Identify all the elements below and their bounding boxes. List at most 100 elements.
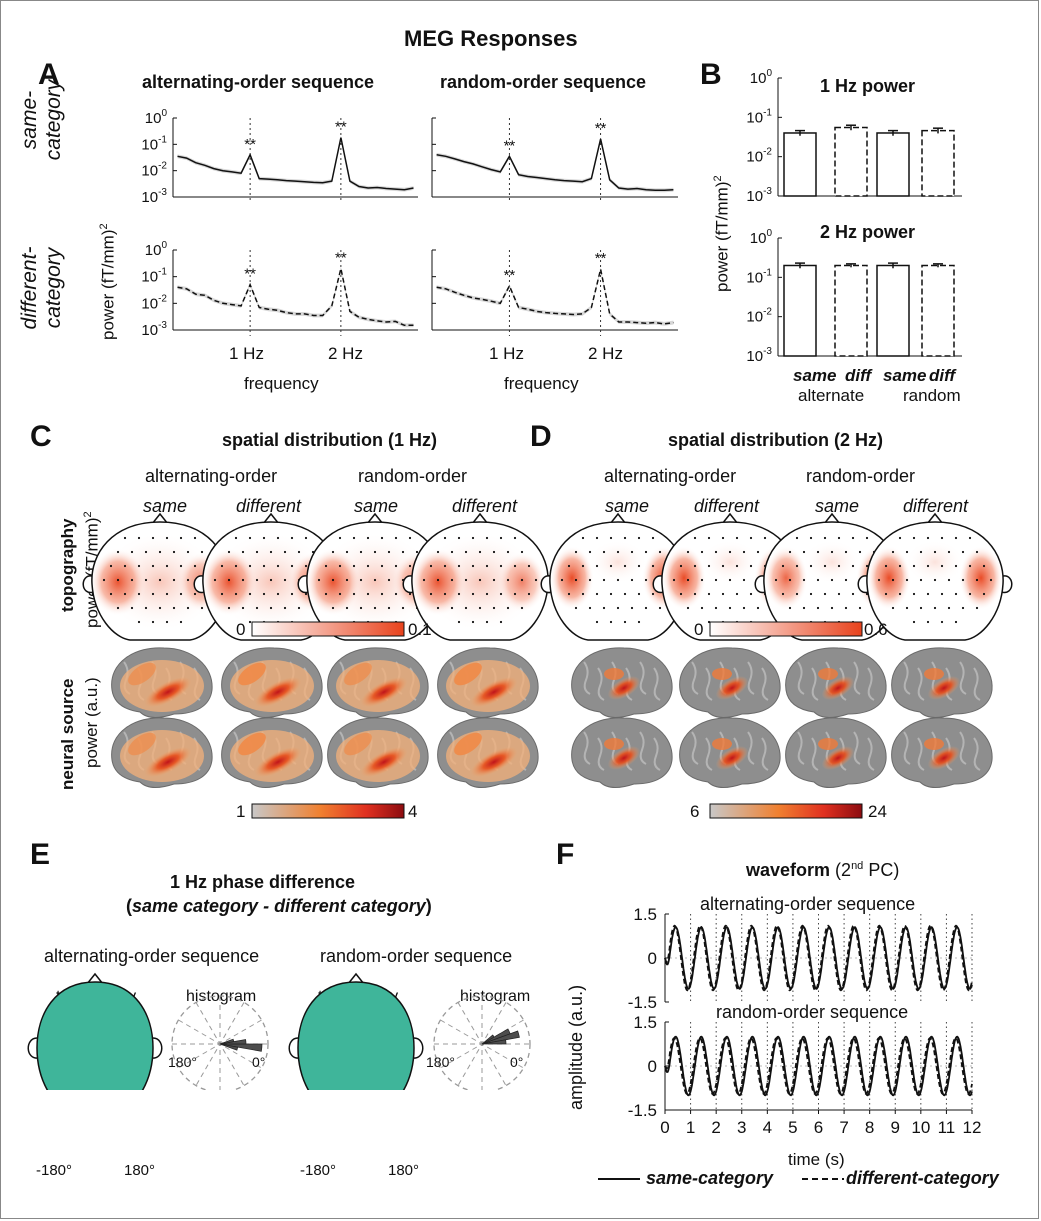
sensor-dot — [276, 564, 280, 568]
brain-gyrus — [867, 737, 875, 771]
topo-blob — [588, 540, 648, 584]
sensor-dot — [345, 606, 349, 610]
y-tick-label: -1.5 — [628, 993, 657, 1012]
panel-a-col-title-2: random-order sequence — [440, 72, 647, 92]
spectrum-line — [177, 137, 414, 191]
sensor-dot — [248, 620, 252, 624]
xtick-1hz: 1 Hz — [229, 344, 264, 363]
activation-peak — [607, 676, 641, 700]
sensor-dot — [560, 578, 564, 582]
cond-label: same — [605, 496, 650, 516]
sensor-dot — [749, 564, 753, 568]
sensor-dot — [567, 564, 571, 568]
sensor-dot — [123, 536, 127, 540]
sensor-dot — [144, 606, 148, 610]
topo-hotspot — [498, 552, 546, 612]
activation-area — [344, 732, 372, 756]
sensor-dot — [961, 550, 965, 554]
sensor-dot — [982, 592, 986, 596]
sensor-dot — [380, 536, 384, 540]
angle-180: 180° — [168, 1054, 197, 1070]
activation-area — [454, 662, 482, 686]
activation-peak — [821, 746, 855, 770]
sensor-dot — [331, 606, 335, 610]
brain-gyrus — [811, 667, 819, 701]
sensor-dot — [492, 578, 496, 582]
sensor-dot — [179, 620, 183, 624]
activation-peak — [254, 676, 302, 708]
sensor-dot — [844, 550, 848, 554]
sensor-dot — [506, 550, 510, 554]
sensor-dot — [926, 536, 930, 540]
y-tick-exp: -2 — [763, 147, 772, 158]
sensor-dot — [241, 606, 245, 610]
sensor-dot — [276, 592, 280, 596]
sensor-dot — [506, 578, 510, 582]
title-italic: same category - different category — [132, 896, 426, 916]
sensor-dot — [513, 592, 517, 596]
y-tick-exp: -2 — [158, 161, 167, 172]
sensor-dot — [595, 536, 599, 540]
sensor-dot — [464, 606, 468, 610]
sensor-dot — [809, 592, 813, 596]
y-tick-label: 1.5 — [633, 1013, 657, 1032]
sensor-dot — [623, 564, 627, 568]
brain-gyrus — [853, 731, 861, 765]
sensor-dot — [975, 578, 979, 582]
sensor-dot — [788, 550, 792, 554]
sensor-dot — [165, 592, 169, 596]
sensor-dot — [728, 550, 732, 554]
brain-gyrus — [811, 737, 819, 771]
sensor-dot — [588, 606, 592, 610]
spectrum-line — [436, 138, 674, 192]
sensor-dot — [588, 578, 592, 582]
panel-d-title: spatial distribution (2 Hz) — [668, 430, 884, 450]
sensor-dot — [151, 564, 155, 568]
sensor-dot — [686, 606, 690, 610]
brain-gyrus — [761, 737, 769, 771]
sensor-dot — [290, 564, 294, 568]
panel-a-spectra: 10010-110-210-3********10010-110-210-3**… — [141, 108, 678, 339]
significance-marker: ** — [595, 120, 607, 137]
sensor-dot — [651, 564, 655, 568]
brain-gyrus — [867, 667, 875, 701]
sensor-dot — [609, 536, 613, 540]
cbar-min: -180° — [36, 1162, 73, 1179]
activation-peak — [254, 746, 302, 778]
sensor-dot — [616, 550, 620, 554]
sensor-dot — [830, 606, 834, 610]
activation-area — [128, 732, 156, 756]
sensor-dot — [234, 536, 238, 540]
waveform-same — [664, 1035, 973, 1097]
sensor-dot — [304, 564, 308, 568]
sensor-dot — [865, 564, 869, 568]
brain-gyrus — [597, 737, 605, 771]
brain-gyrus — [597, 667, 605, 701]
sensor-dot — [816, 606, 820, 610]
sensor-dot — [763, 536, 767, 540]
activation-peak — [470, 676, 518, 708]
panel-f-title: waveform (2nd PC) — [746, 860, 899, 881]
legend-solid-line-icon — [598, 1178, 640, 1180]
cond-label: different — [694, 496, 760, 516]
sensor-dot — [373, 606, 377, 610]
x-tick-label: 4 — [763, 1118, 772, 1137]
sensor-dot — [912, 564, 916, 568]
xtick-2hz: 2 Hz — [328, 344, 363, 363]
title-bold: waveform — [746, 860, 831, 880]
sensor-dot — [352, 564, 356, 568]
sensor-dot — [457, 564, 461, 568]
sensor-dot — [721, 564, 725, 568]
sensor-dot — [137, 620, 141, 624]
colorbar-source — [709, 803, 863, 819]
sensor-dot — [471, 564, 475, 568]
sensor-dot — [877, 578, 881, 582]
waveform-different — [664, 1037, 973, 1095]
topo-hotspot — [410, 548, 466, 616]
sensor-dot — [940, 620, 944, 624]
sensor-dot — [151, 620, 155, 624]
sensor-dot — [756, 550, 760, 554]
sensor-dot — [227, 606, 231, 610]
sensor-dot — [345, 550, 349, 554]
